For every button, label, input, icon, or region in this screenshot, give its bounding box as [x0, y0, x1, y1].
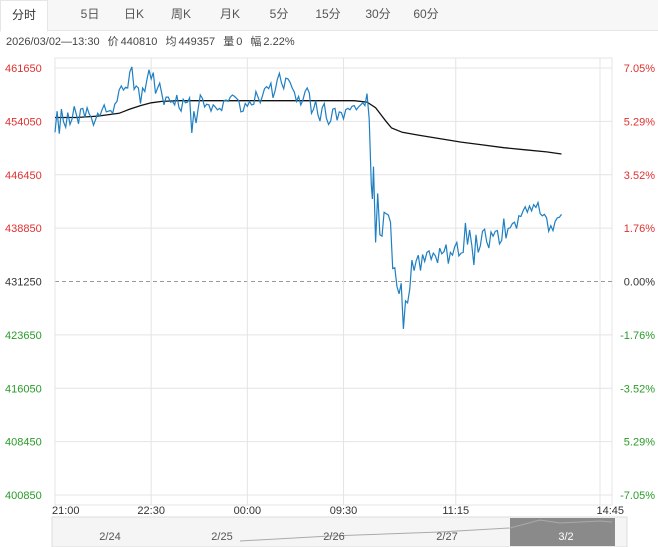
x-tick-label: 22:30: [137, 505, 165, 517]
y-tick-label-right: 7.05%: [624, 63, 655, 75]
time-axis: 21:00 22:30 00:00 09:30 11:15 14:45: [52, 505, 624, 517]
y-tick-label-right: -7.05%: [620, 490, 655, 502]
avg-value: 449357: [178, 36, 216, 48]
tab-5min[interactable]: 5分: [269, 7, 289, 21]
x-tick-label: 09:30: [330, 505, 358, 517]
change-label: 幅: [250, 36, 262, 48]
y-tick-label-left: 454050: [5, 116, 42, 128]
price-series: [54, 66, 562, 329]
tab-intraday[interactable]: 分时: [0, 0, 48, 32]
change-value: 2.22%: [263, 36, 295, 48]
tab-15min[interactable]: 15分: [315, 7, 341, 21]
y-tick-label-right: -1.76%: [620, 330, 655, 342]
volume-label: 量: [223, 36, 235, 48]
tab-5day[interactable]: 5日: [80, 7, 100, 21]
tab-60min[interactable]: 60分: [413, 7, 439, 21]
y-tick-label-left: 446450: [5, 170, 42, 182]
grid-lines: [54, 57, 613, 506]
y-tick-label-right: -3.52%: [620, 383, 655, 395]
tab-monthly-k[interactable]: 月K: [219, 7, 240, 21]
avg-label: 均: [165, 36, 177, 48]
average-price-series: [55, 100, 562, 155]
right-percent-axis: 7.05% 5.29% 3.52% 1.76% 0.00% -1.76% -3.52% 5.2…: [620, 63, 655, 502]
left-price-axis: 461650 454050 446450 438850 431250 423650 4160…: [5, 63, 42, 502]
y-tick-label-left: 438850: [5, 223, 42, 235]
quote-datetime: 2026/03/02—13:30: [6, 36, 100, 48]
y-tick-label-left: 461650: [5, 63, 42, 75]
y-tick-label-right: 1.76%: [624, 223, 655, 235]
plot-frame: [54, 57, 613, 506]
tab-daily-k[interactable]: 日K: [123, 7, 144, 21]
volume-value: 0: [236, 36, 243, 48]
x-tick-label: 14:45: [596, 505, 624, 517]
time-range-scrubber[interactable]: 2/24 2/25 2/26 2/27 3/2: [51, 516, 628, 547]
x-tick-label: 21:00: [52, 505, 80, 517]
x-tick-label: 11:15: [442, 505, 469, 517]
y-tick-label-right: 0.00%: [624, 277, 655, 289]
price-label: 价: [107, 36, 119, 48]
y-tick-label-left: 416050: [5, 383, 42, 395]
y-tick-label-left: 423650: [5, 330, 42, 342]
price-value: 440810: [120, 36, 158, 48]
scrubber-date-label: 2/26: [323, 531, 344, 543]
y-tick-label-left: 408450: [5, 437, 42, 449]
tab-weekly-k[interactable]: 周K: [170, 7, 191, 21]
scrubber-date-label: 3/2: [558, 531, 573, 543]
scrubber-overview-line: [239, 519, 613, 542]
y-tick-label-left: 400850: [5, 490, 42, 502]
period-tabs: 分时 5日 日K 周K 月K 5分 15分 30分 60分: [0, 0, 658, 32]
y-tick-label-left: 431250: [5, 277, 42, 289]
scrubber-date-label: 2/27: [436, 531, 457, 543]
tab-30min[interactable]: 30分: [365, 7, 391, 21]
y-tick-label-right: 5.29%: [624, 116, 655, 128]
y-tick-label-right: 3.52%: [624, 170, 655, 182]
y-tick-label-right: 5.29%: [624, 437, 655, 449]
scrubber-date-label: 2/24: [99, 531, 120, 543]
scrubber-date-label: 2/25: [211, 531, 232, 543]
average-price-line: [55, 100, 562, 155]
x-tick-label: 00:00: [234, 505, 262, 517]
price-line: [54, 66, 562, 329]
